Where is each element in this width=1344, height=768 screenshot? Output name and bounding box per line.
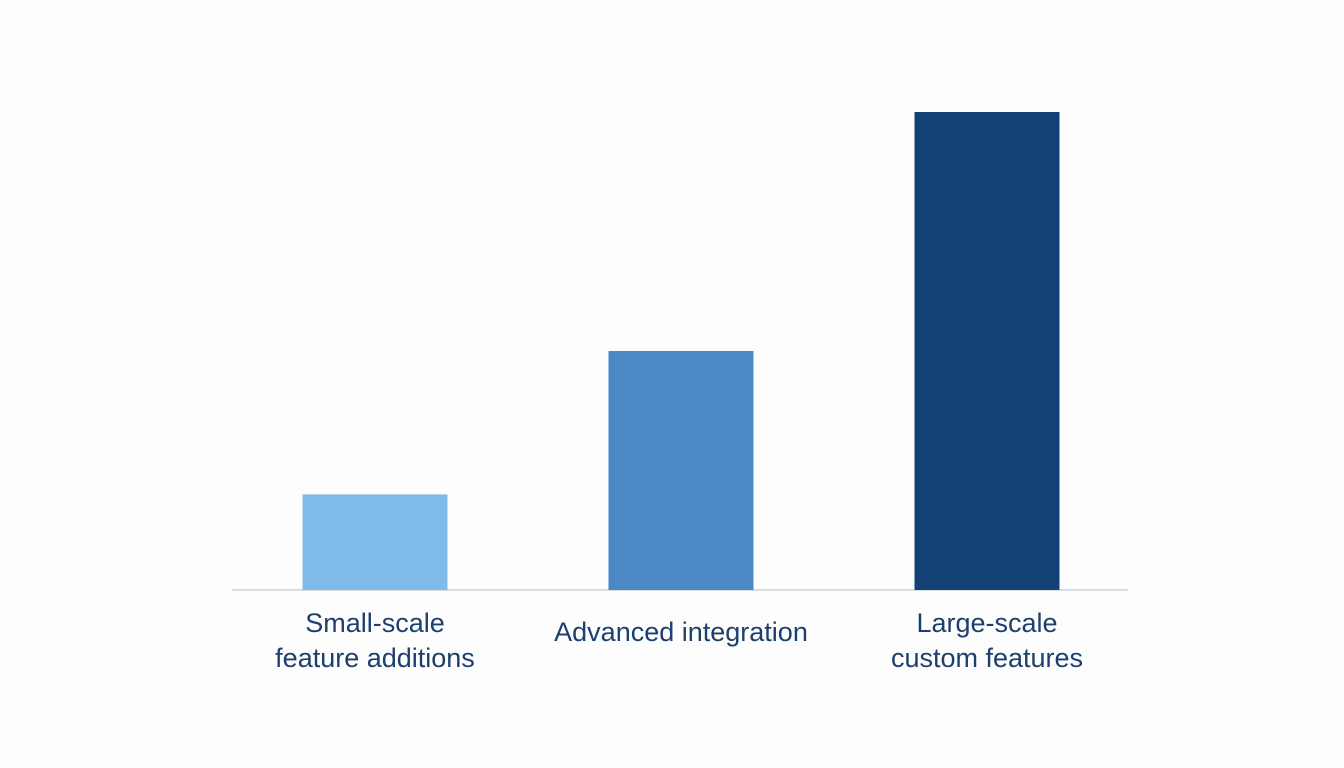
category-label-line: custom features	[891, 643, 1083, 673]
category-label-line: feature additions	[275, 643, 475, 673]
category-label-2: Advanced integration	[554, 617, 808, 647]
category-labels-group: Small-scale feature additions Advanced int…	[275, 608, 1083, 673]
bar-3	[914, 112, 1060, 590]
category-label-3: Large-scale custom features	[891, 608, 1083, 673]
bar-2	[608, 351, 754, 590]
bars-group	[302, 112, 1060, 590]
bar-1	[302, 494, 448, 590]
category-label-1: Small-scale feature additions	[275, 608, 475, 673]
category-label-line: Advanced integration	[554, 617, 808, 647]
category-label-line: Small-scale	[305, 608, 445, 638]
category-label-line: Large-scale	[916, 608, 1057, 638]
